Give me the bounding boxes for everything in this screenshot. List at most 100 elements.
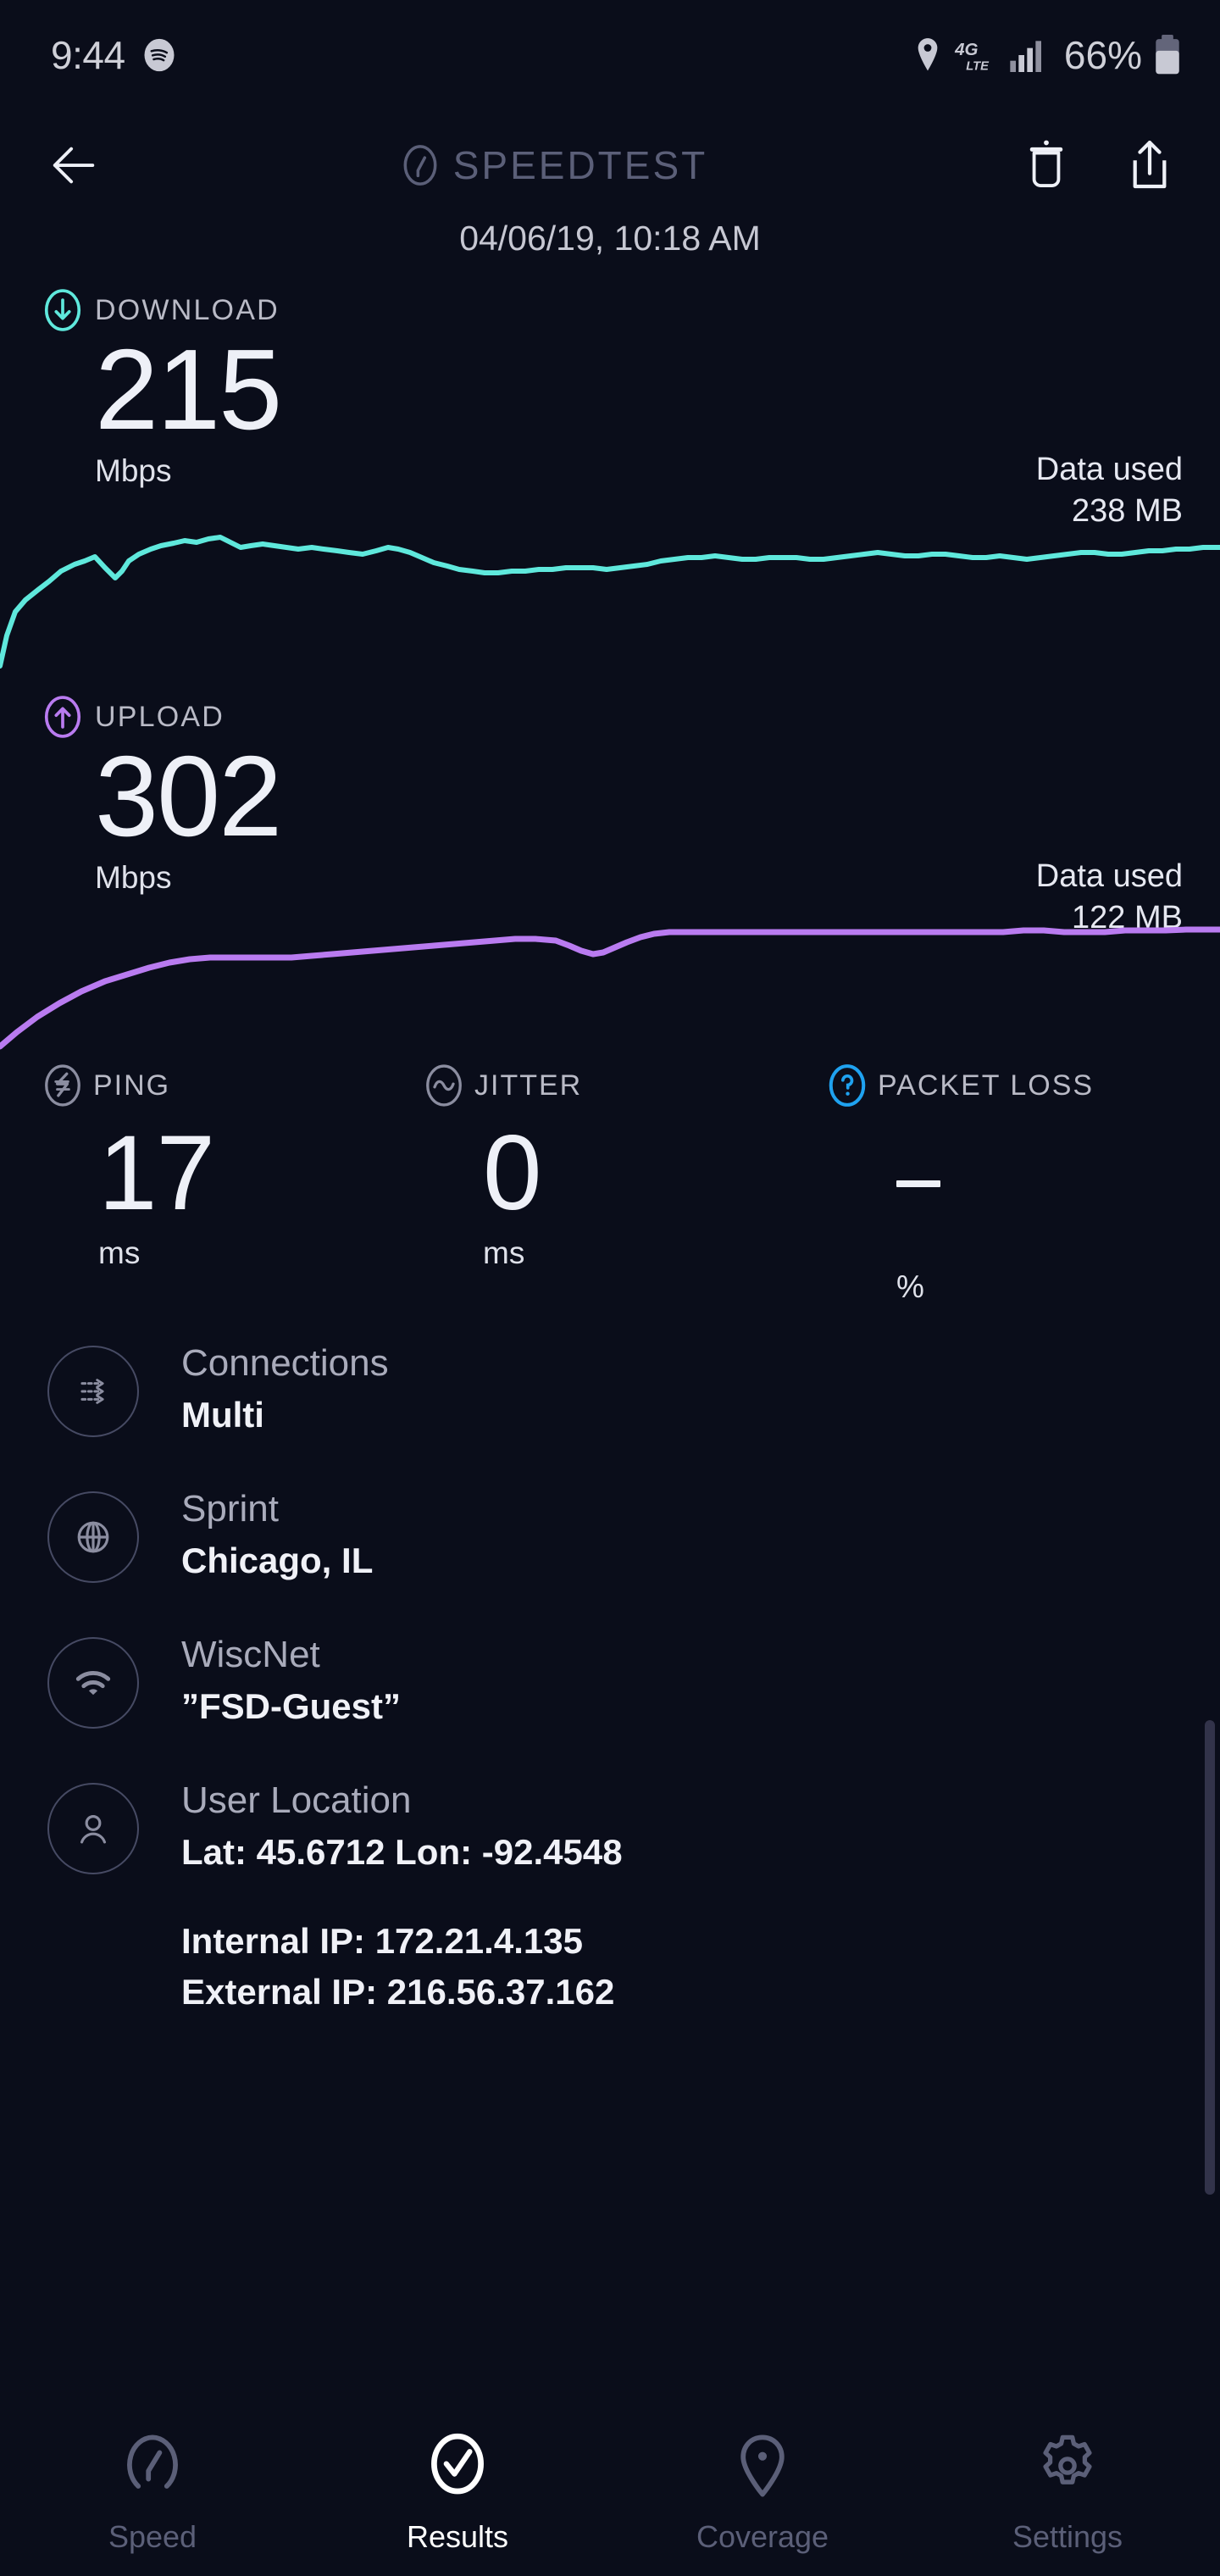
check-circle-icon (427, 2431, 488, 2501)
jitter-unit: ms (483, 1235, 525, 1271)
nav-label-settings: Settings (1012, 2519, 1123, 2554)
share-icon (1128, 139, 1171, 192)
info-row-server[interactable]: WiscNet ”FSD-Guest” (0, 1630, 1220, 1757)
upload-line (0, 926, 1220, 1050)
packet-loss-unit: % (896, 1269, 924, 1305)
upload-section: UPLOAD 302 Mbps Data used 122 MB (0, 695, 1220, 935)
metric-ping: PING 17 ms (0, 1063, 407, 1305)
spotify-icon (142, 38, 176, 72)
speedometer-icon (122, 2431, 183, 2501)
status-bar: 9:44 4G LTE (0, 0, 1220, 110)
gear-icon (1037, 2431, 1098, 2501)
metric-packet-loss: PACKET LOSS % (813, 1063, 1220, 1305)
upload-header: UPLOAD (0, 695, 1220, 739)
download-value: 215 (95, 325, 282, 453)
info-row-connections[interactable]: Connections Multi (0, 1339, 1220, 1466)
jitter-wave-icon (425, 1063, 463, 1108)
app-header: SPEEDTEST (0, 119, 1220, 212)
info-row-user-location[interactable]: User Location Lat: 45.6712 Lon: -92.4548… (0, 1776, 1220, 2017)
app-brand: SPEEDTEST (92, 142, 1017, 188)
upload-value: 302 (95, 732, 282, 860)
jitter-header: JITTER (407, 1063, 813, 1108)
isp-text: Sprint Chicago, IL (139, 1485, 373, 1584)
nav-label-results: Results (406, 2519, 509, 2554)
upload-data-used-label: Data used (1035, 858, 1183, 894)
connections-title: Connections (181, 1342, 389, 1384)
battery-icon (1154, 35, 1181, 75)
status-time: 9:44 (51, 33, 125, 77)
svg-text:4G: 4G (954, 40, 978, 59)
signal-bars-icon (1010, 38, 1047, 72)
download-section: DOWNLOAD 215 Mbps Data used 238 MB (0, 288, 1220, 529)
status-bar-left: 9:44 (51, 32, 176, 78)
server-subtitle: ”FSD-Guest” (181, 1685, 402, 1726)
ping-header: PING (0, 1063, 407, 1108)
download-header: DOWNLOAD (0, 288, 1220, 332)
isp-subtitle: Chicago, IL (181, 1540, 374, 1580)
user-location-coords: Lat: 45.6712 Lon: -92.4548 (181, 1831, 623, 1872)
download-data-used-label: Data used (1035, 452, 1183, 487)
nav-item-settings[interactable]: Settings (915, 2398, 1220, 2576)
server-text: WiscNet ”FSD-Guest” (139, 1630, 401, 1729)
info-row-isp[interactable]: Sprint Chicago, IL (0, 1485, 1220, 1612)
speedometer-icon (401, 142, 440, 188)
wifi-icon (47, 1637, 139, 1729)
header-actions (1017, 131, 1179, 199)
metric-jitter: JITTER 0 ms (407, 1063, 813, 1305)
ping-bolt-icon (44, 1063, 81, 1108)
battery-percent: 66% (1063, 33, 1142, 77)
vertical-scrollbar[interactable] (1205, 1720, 1215, 2195)
location-pin-icon (913, 36, 942, 74)
nav-label-speed: Speed (108, 2519, 197, 2554)
download-graph-svg (0, 535, 1220, 669)
nav-item-coverage[interactable]: Coverage (610, 2398, 915, 2576)
jitter-value: 0 (483, 1114, 542, 1232)
user-location-text: User Location Lat: 45.6712 Lon: -92.4548… (139, 1776, 623, 2017)
brand-title: SPEEDTEST (452, 143, 708, 187)
external-ip: External IP: 216.56.37.162 (181, 1971, 615, 2012)
back-arrow-icon (48, 139, 101, 192)
arrow-down-circle-icon (44, 288, 81, 332)
upload-graph-svg (0, 926, 1220, 1050)
download-data-used-value: 238 MB (1072, 492, 1183, 529)
nav-item-results[interactable]: Results (305, 2398, 610, 2576)
upload-label: UPLOAD (95, 700, 225, 733)
connections-subtitle: Multi (181, 1394, 264, 1435)
connections-arrows-icon (47, 1346, 139, 1437)
packet-loss-value (813, 1108, 1220, 1263)
metrics-row: PING 17 ms JITTER 0 ms PACKET LOSS (0, 1063, 1220, 1305)
connections-text: Connections Multi (139, 1339, 389, 1438)
download-line (0, 535, 1220, 669)
arrow-up-circle-icon (44, 695, 81, 739)
download-label: DOWNLOAD (95, 293, 280, 326)
back-button[interactable] (41, 131, 108, 199)
download-graph (0, 508, 1220, 669)
packet-loss-label: PACKET LOSS (878, 1069, 1095, 1102)
network-type-icon: 4G LTE (954, 36, 998, 74)
question-circle-icon[interactable] (829, 1063, 866, 1108)
svg-text:LTE: LTE (966, 60, 990, 74)
packet-loss-dash (896, 1180, 940, 1187)
globe-icon (47, 1491, 139, 1583)
result-timestamp: 04/06/19, 10:18 AM (459, 219, 761, 258)
share-button[interactable] (1120, 131, 1179, 199)
ping-label: PING (93, 1069, 171, 1102)
status-bar-right: 4G LTE 66% (913, 32, 1181, 78)
upload-graph (0, 898, 1220, 1059)
server-title: WiscNet (181, 1634, 320, 1675)
info-list: Connections Multi Sprint Chicago, IL (0, 1339, 1220, 2035)
jitter-label: JITTER (474, 1069, 583, 1102)
bottom-navigation: Speed Results Coverage Settings (0, 2398, 1220, 2576)
delete-button[interactable] (1017, 131, 1076, 199)
map-pin-icon (732, 2431, 793, 2501)
internal-ip: Internal IP: 172.21.4.135 (181, 1921, 583, 1962)
ping-unit: ms (98, 1235, 141, 1271)
download-data-used: Data used 238 MB (1036, 449, 1183, 531)
isp-title: Sprint (181, 1488, 279, 1530)
download-unit: Mbps (95, 453, 172, 488)
trash-icon (1025, 139, 1068, 192)
packet-loss-header: PACKET LOSS (813, 1063, 1220, 1108)
user-icon (47, 1783, 139, 1874)
nav-item-speed[interactable]: Speed (0, 2398, 305, 2576)
